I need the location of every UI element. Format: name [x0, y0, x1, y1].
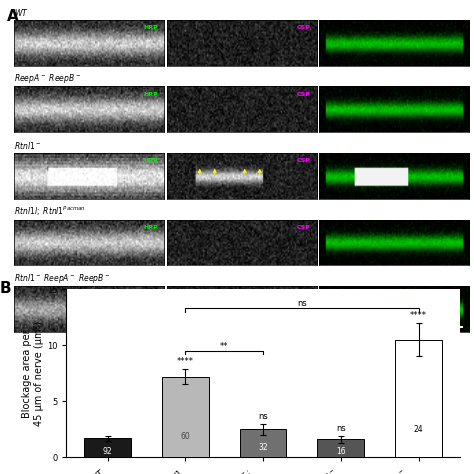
- Text: A: A: [7, 9, 18, 24]
- Text: $ReepA^-\ ReepB^-$: $ReepA^-\ ReepB^-$: [14, 72, 82, 85]
- Text: B: B: [0, 281, 11, 296]
- Bar: [162, 377, 209, 457]
- Text: CSP: CSP: [297, 92, 311, 97]
- Text: CSP: CSP: [297, 292, 311, 297]
- Text: CSP: CSP: [297, 158, 311, 164]
- Text: CSP: CSP: [297, 26, 311, 30]
- Text: 24: 24: [414, 425, 423, 434]
- Text: ****: ****: [410, 311, 427, 320]
- Text: 32: 32: [258, 443, 268, 452]
- Text: 60: 60: [181, 432, 190, 441]
- Bar: [240, 429, 286, 457]
- Text: $Rtnl1l;\ Rtnl1^{Pacman}$: $Rtnl1l;\ Rtnl1^{Pacman}$: [14, 205, 86, 218]
- Text: ****: ****: [177, 357, 194, 366]
- Bar: [318, 439, 364, 457]
- Text: $Rtnl1^-\ ReepA^-\ ReepB^-$: $Rtnl1^-\ ReepA^-\ ReepB^-$: [14, 272, 111, 284]
- Text: **: **: [220, 342, 228, 351]
- Text: HRP: HRP: [144, 26, 158, 30]
- Text: HRP: HRP: [144, 225, 158, 230]
- Y-axis label: Blockage area per
45 μm of nerve (μm²): Blockage area per 45 μm of nerve (μm²): [22, 321, 44, 426]
- Text: HRP: HRP: [144, 292, 158, 297]
- Bar: [84, 438, 131, 457]
- Text: HRP: HRP: [144, 92, 158, 97]
- Text: $Rtnl1^-$: $Rtnl1^-$: [14, 140, 41, 152]
- Bar: [395, 339, 442, 457]
- Text: CSP: CSP: [297, 225, 311, 230]
- Text: 16: 16: [336, 447, 346, 456]
- Text: ns: ns: [297, 299, 307, 308]
- Text: ns: ns: [258, 412, 268, 421]
- Text: HRP: HRP: [144, 158, 158, 164]
- Text: $WT$: $WT$: [14, 8, 29, 18]
- Text: ns: ns: [336, 424, 346, 433]
- Text: 92: 92: [103, 447, 112, 456]
